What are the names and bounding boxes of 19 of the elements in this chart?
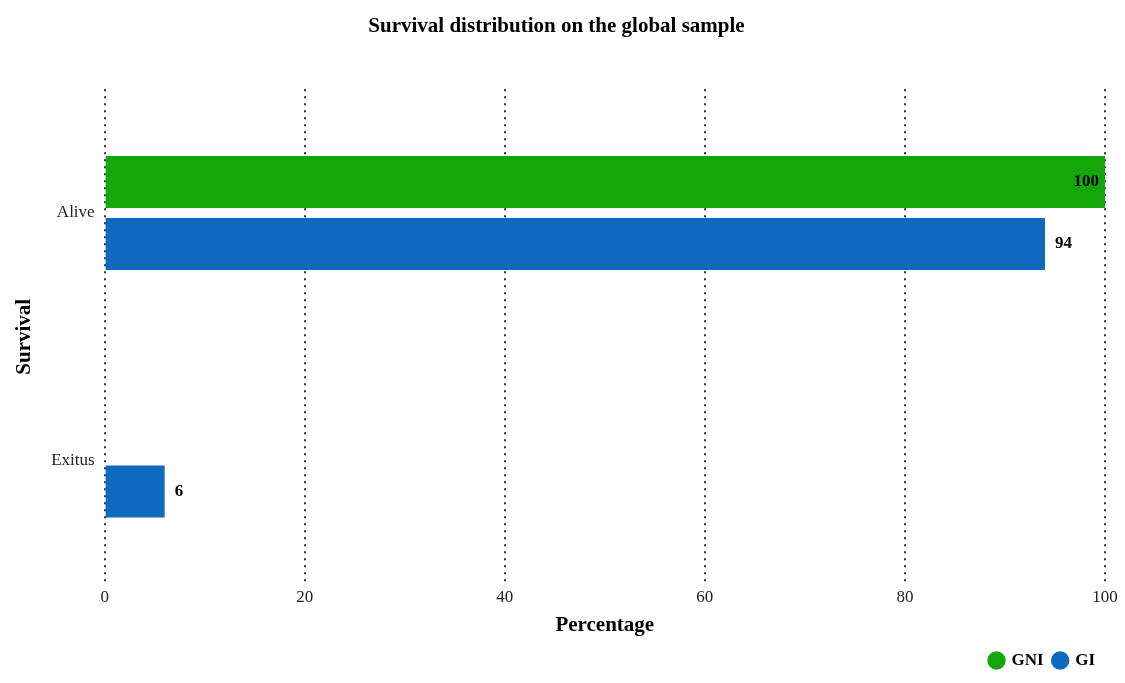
data-label: 100: [1073, 171, 1099, 191]
y-axis-title: Survival: [11, 298, 36, 375]
legend-label: GNI: [1011, 649, 1045, 669]
x-tick-label: 20: [296, 587, 314, 607]
bar: [105, 465, 165, 518]
legend-label: GI: [1075, 649, 1096, 669]
data-label: 6: [174, 480, 184, 500]
y-tick-label: Alive: [56, 202, 95, 222]
chart-title: Survival distribution on the global sample: [368, 13, 745, 38]
x-tick-label: 80: [896, 587, 914, 607]
x-axis-title: Percentage: [555, 611, 655, 636]
x-tick-label: 100: [1092, 587, 1118, 607]
x-tick-label: 0: [100, 587, 109, 607]
y-tick-label: Exitus: [51, 450, 95, 470]
bar: [105, 217, 1045, 270]
bar: [105, 156, 1105, 209]
data-label: 94: [1054, 233, 1073, 253]
x-tick-label: 40: [496, 587, 514, 607]
x-tick-label: 60: [696, 587, 714, 607]
